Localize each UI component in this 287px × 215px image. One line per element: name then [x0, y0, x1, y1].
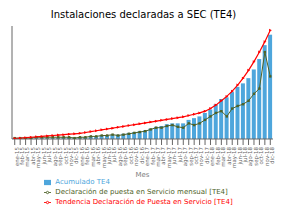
svg-text:ene-17: ene-17 [144, 147, 151, 167]
svg-text:ago-16: ago-16 [116, 147, 123, 167]
svg-text:mar-15: mar-15 [24, 147, 31, 167]
svg-text:nov-15: nov-15 [68, 147, 74, 166]
svg-text:ago-17: ago-17 [182, 147, 189, 167]
svg-text:oct-16: oct-16 [127, 147, 134, 165]
svg-text:may-16: may-16 [100, 147, 107, 168]
svg-text:jun-17: jun-17 [171, 147, 178, 165]
svg-text:may-18: may-18 [231, 147, 238, 168]
svg-text:ene-16: ene-16 [78, 147, 85, 167]
html-text:Declaración de puesta en Servi: Declaración de puesta en Servicio mensua… [55, 188, 228, 196]
svg-text:mar-16: mar-16 [89, 147, 96, 167]
svg-text:may-15: may-15 [35, 147, 42, 168]
svg-text:may-17: may-17 [165, 147, 172, 168]
svg-text:nov-16: nov-16 [133, 147, 140, 166]
svg-text:sep-17: sep-17 [187, 147, 194, 166]
svg-text:feb-17: feb-17 [149, 147, 156, 165]
svg-text:ene-15: ene-15 [13, 147, 20, 167]
svg-text:abr-17: abr-17 [160, 147, 167, 165]
svg-text:feb-18: feb-18 [214, 147, 221, 165]
html-text:Tendencia Declaración de Puest: Tendencia Declaración de Puesta en Servi… [55, 198, 233, 206]
svg-text:abr-15: abr-15 [29, 147, 36, 165]
svg-text:oct-15: oct-15 [62, 147, 69, 165]
svg-text:mar-18: mar-18 [220, 147, 227, 167]
html-text:Acumulado TE4: Acumulado TE4 [55, 178, 110, 186]
svg-text:ago-15: ago-15 [51, 147, 58, 167]
svg-text:ago-18: ago-18 [247, 147, 254, 167]
svg-text:dic-17: dic-17 [203, 147, 210, 164]
svg-text:dic-15: dic-15 [73, 147, 80, 164]
svg-text:sep-16: sep-16 [122, 147, 129, 166]
svg-text:sep-18: sep-18 [252, 147, 259, 166]
svg-text:ene-18: ene-18 [209, 147, 216, 167]
svg-text:jun-18: jun-18 [236, 147, 243, 165]
svg-text:oct-17: oct-17 [193, 147, 200, 165]
svg-text:nov-17: nov-17 [198, 147, 205, 166]
svg-text:jul-15: jul-15 [46, 147, 53, 163]
svg-text:jul-16: jul-16 [111, 147, 118, 163]
svg-text:jun-16: jun-16 [106, 147, 113, 165]
svg-text:dic-16: dic-16 [138, 147, 145, 164]
svg-text:abr-18: abr-18 [225, 147, 232, 165]
svg-text:feb-15: feb-15 [19, 147, 26, 165]
svg-text:dic-18: dic-18 [269, 147, 275, 165]
svg-text:jun-15: jun-15 [40, 147, 47, 165]
html-text:Instalaciones declaradas a SEC: Instalaciones declaradas a SEC (TE4) [50, 9, 237, 20]
svg-text:oct-18: oct-18 [258, 147, 265, 165]
svg-text:feb-16: feb-16 [84, 147, 91, 165]
svg-text:Mes: Mes [136, 171, 150, 179]
svg-text:jul-18: jul-18 [242, 147, 248, 163]
svg-text:abr-16: abr-16 [95, 147, 102, 165]
svg-text:nov-18: nov-18 [263, 147, 270, 166]
svg-text:sep-15: sep-15 [57, 147, 64, 166]
svg-text:mar-17: mar-17 [155, 147, 161, 167]
svg-text:jul-17: jul-17 [176, 147, 183, 163]
